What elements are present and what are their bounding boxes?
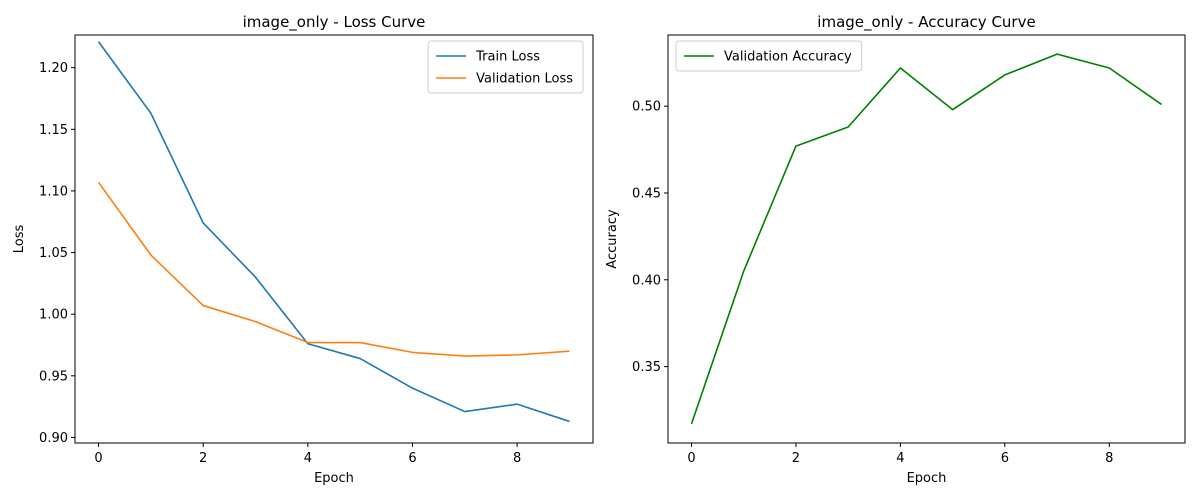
y-tick-label: 0.90 (39, 431, 68, 446)
x-axis-label: Epoch (314, 471, 354, 486)
y-axis-label: Accuracy (605, 209, 620, 269)
plot-frame (667, 34, 1186, 444)
y-tick-label: 0.45 (632, 186, 661, 201)
x-tick-label: 2 (199, 451, 207, 466)
y-tick-label: 1.20 (39, 61, 68, 76)
y-tick-label: 1.00 (39, 308, 68, 323)
x-tick-label: 0 (94, 451, 102, 466)
legend-box (675, 40, 863, 72)
x-axis-label: Epoch (907, 471, 947, 486)
x-tick-label: 6 (408, 451, 416, 466)
y-tick-label: 1.15 (39, 123, 68, 138)
chart-title: image_only - Accuracy Curve (817, 13, 1035, 32)
x-tick-label: 4 (304, 451, 312, 466)
y-tick-label: 0.40 (632, 273, 661, 288)
x-tick-label: 0 (687, 451, 695, 466)
x-tick-label: 8 (1105, 451, 1113, 466)
x-tick-label: 2 (792, 451, 800, 466)
loss-chart: image_only - Loss Curve Epoch Loss 0 2 4 6 8 0.9… (12, 13, 594, 486)
x-tick-label: 4 (896, 451, 904, 466)
plot-frame (74, 34, 594, 444)
x-tick-label: 6 (1001, 451, 1009, 466)
y-axis-label: Loss (12, 225, 27, 254)
legend-box (427, 40, 584, 94)
x-tick-label: 8 (513, 451, 521, 466)
series-line-1 (97, 181, 570, 357)
series-line-0 (690, 53, 1162, 425)
y-tick-label: 0.95 (39, 369, 68, 384)
legend-label: Validation Loss (476, 72, 573, 87)
y-tick-label: 1.10 (39, 184, 68, 199)
chart-title: image_only - Loss Curve (243, 13, 426, 32)
series-line-0 (97, 41, 570, 423)
y-tick-label: 0.35 (632, 360, 661, 375)
legend-label: Train Loss (475, 50, 540, 65)
y-tick-label: 0.50 (632, 100, 661, 115)
legend-label: Validation Accuracy (724, 50, 852, 65)
y-tick-label: 1.05 (39, 246, 68, 261)
accuracy-chart: image_only - Accuracy Curve Epoch Accuracy… (605, 13, 1186, 486)
